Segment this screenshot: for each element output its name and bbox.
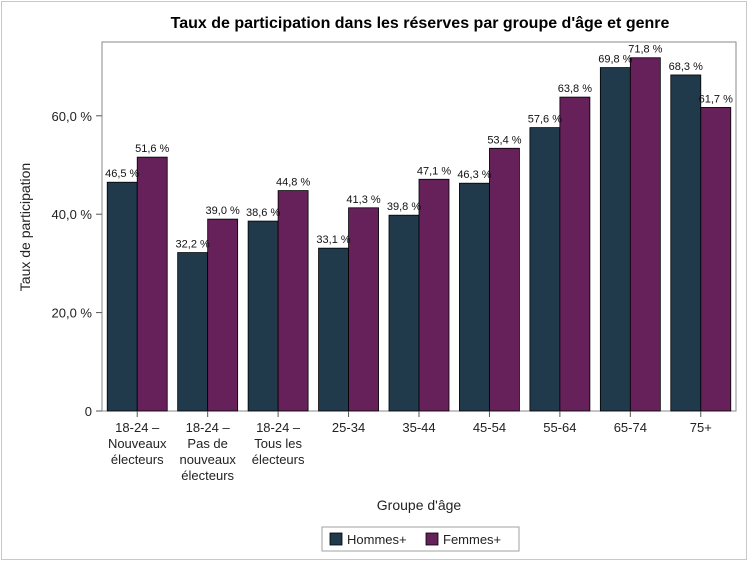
legend-swatch-hommes [329,532,343,546]
bar-hommes [599,67,631,412]
bar-hommes [459,182,490,412]
bar-hommes [529,127,561,412]
data-label-hommes: 69,8 % [598,54,632,66]
bar-femmes [629,57,661,412]
bar-femmes [700,107,732,412]
x-tick-label: 75+ [690,420,712,435]
legend-label-hommes: Hommes+ [347,532,407,547]
data-label-femmes: 44,8 % [276,177,310,189]
data-label-femmes: 53,4 % [487,134,521,146]
data-label-femmes: 61,7 % [699,93,733,105]
bar-femmes [136,156,168,412]
legend: Hommes+ Femmes+ [321,526,520,552]
x-tick-label: 35-44 [402,420,435,435]
bar-hommes [388,214,420,412]
x-tick-label: 25-34 [332,420,365,435]
data-label-femmes: 63,8 % [558,83,592,95]
bar-hommes [247,220,279,412]
bar-hommes [670,74,702,412]
bar-femmes [277,190,309,412]
x-tick-label: électeurs [252,452,305,467]
data-label-femmes: 39,0 % [206,205,240,217]
data-label-hommes: 39,8 % [387,201,421,213]
chart-title: Taux de participation dans les réserves … [171,15,670,32]
data-label-femmes: 51,6 % [135,143,169,155]
y-tick-label: 20,0 % [52,306,93,321]
x-tick-label: 65-74 [614,420,647,435]
data-label-femmes: 47,1 % [417,165,451,177]
data-label-hommes: 68,3 % [669,61,703,73]
bar-femmes [489,147,520,412]
legend-swatch-femmes [425,532,439,546]
legend-label-femmes: Femmes+ [443,532,501,547]
data-label-femmes: 71,8 % [628,44,662,56]
x-tick-label: électeurs [181,468,234,483]
bar-hommes [318,247,349,412]
data-label-hommes: 57,6 % [528,114,562,126]
x-tick-label: électeurs [111,452,164,467]
x-tick-label: nouveaux [179,452,236,467]
x-tick-label: 18-24 – [115,420,160,435]
x-tick-label: 18-24 – [186,420,231,435]
bar-femmes [418,178,450,412]
x-tick-label: 55-64 [543,420,576,435]
data-label-hommes: 46,3 % [457,169,491,181]
y-tick-label: 0 [85,404,92,419]
x-tick-label: 18-24 – [256,420,301,435]
data-label-femmes: 41,3 % [346,194,380,206]
bar-femmes [348,207,379,412]
bar-hommes [106,181,138,412]
y-tick-label: 60,0 % [52,109,93,124]
data-label-hommes: 33,1 % [316,234,350,246]
bar-hommes [177,252,209,412]
x-tick-label: Nouveaux [108,436,167,451]
bar-femmes [559,96,591,412]
data-labels: 46,5 % 32,2 % 38,6 % 33,1 % 39,8 % 46,3 % 57,6… [105,44,733,251]
y-axis-title: Taux de participation [17,163,33,291]
data-label-hommes: 38,6 % [246,207,280,219]
bar-femmes [207,218,239,412]
y-axis: 0 20,0 % 40,0 % 60,0 % [52,109,102,419]
x-axis-title: Groupe d'âge [377,497,462,513]
legend-box [321,526,520,552]
bars [106,57,732,412]
x-tick-label: Tous les [254,436,302,451]
x-tick-label: 45-54 [473,420,506,435]
data-label-hommes: 46,5 % [105,168,139,180]
x-tick-label: Pas de [187,436,227,451]
data-label-hommes: 32,2 % [176,239,210,251]
y-tick-label: 40,0 % [52,207,93,222]
